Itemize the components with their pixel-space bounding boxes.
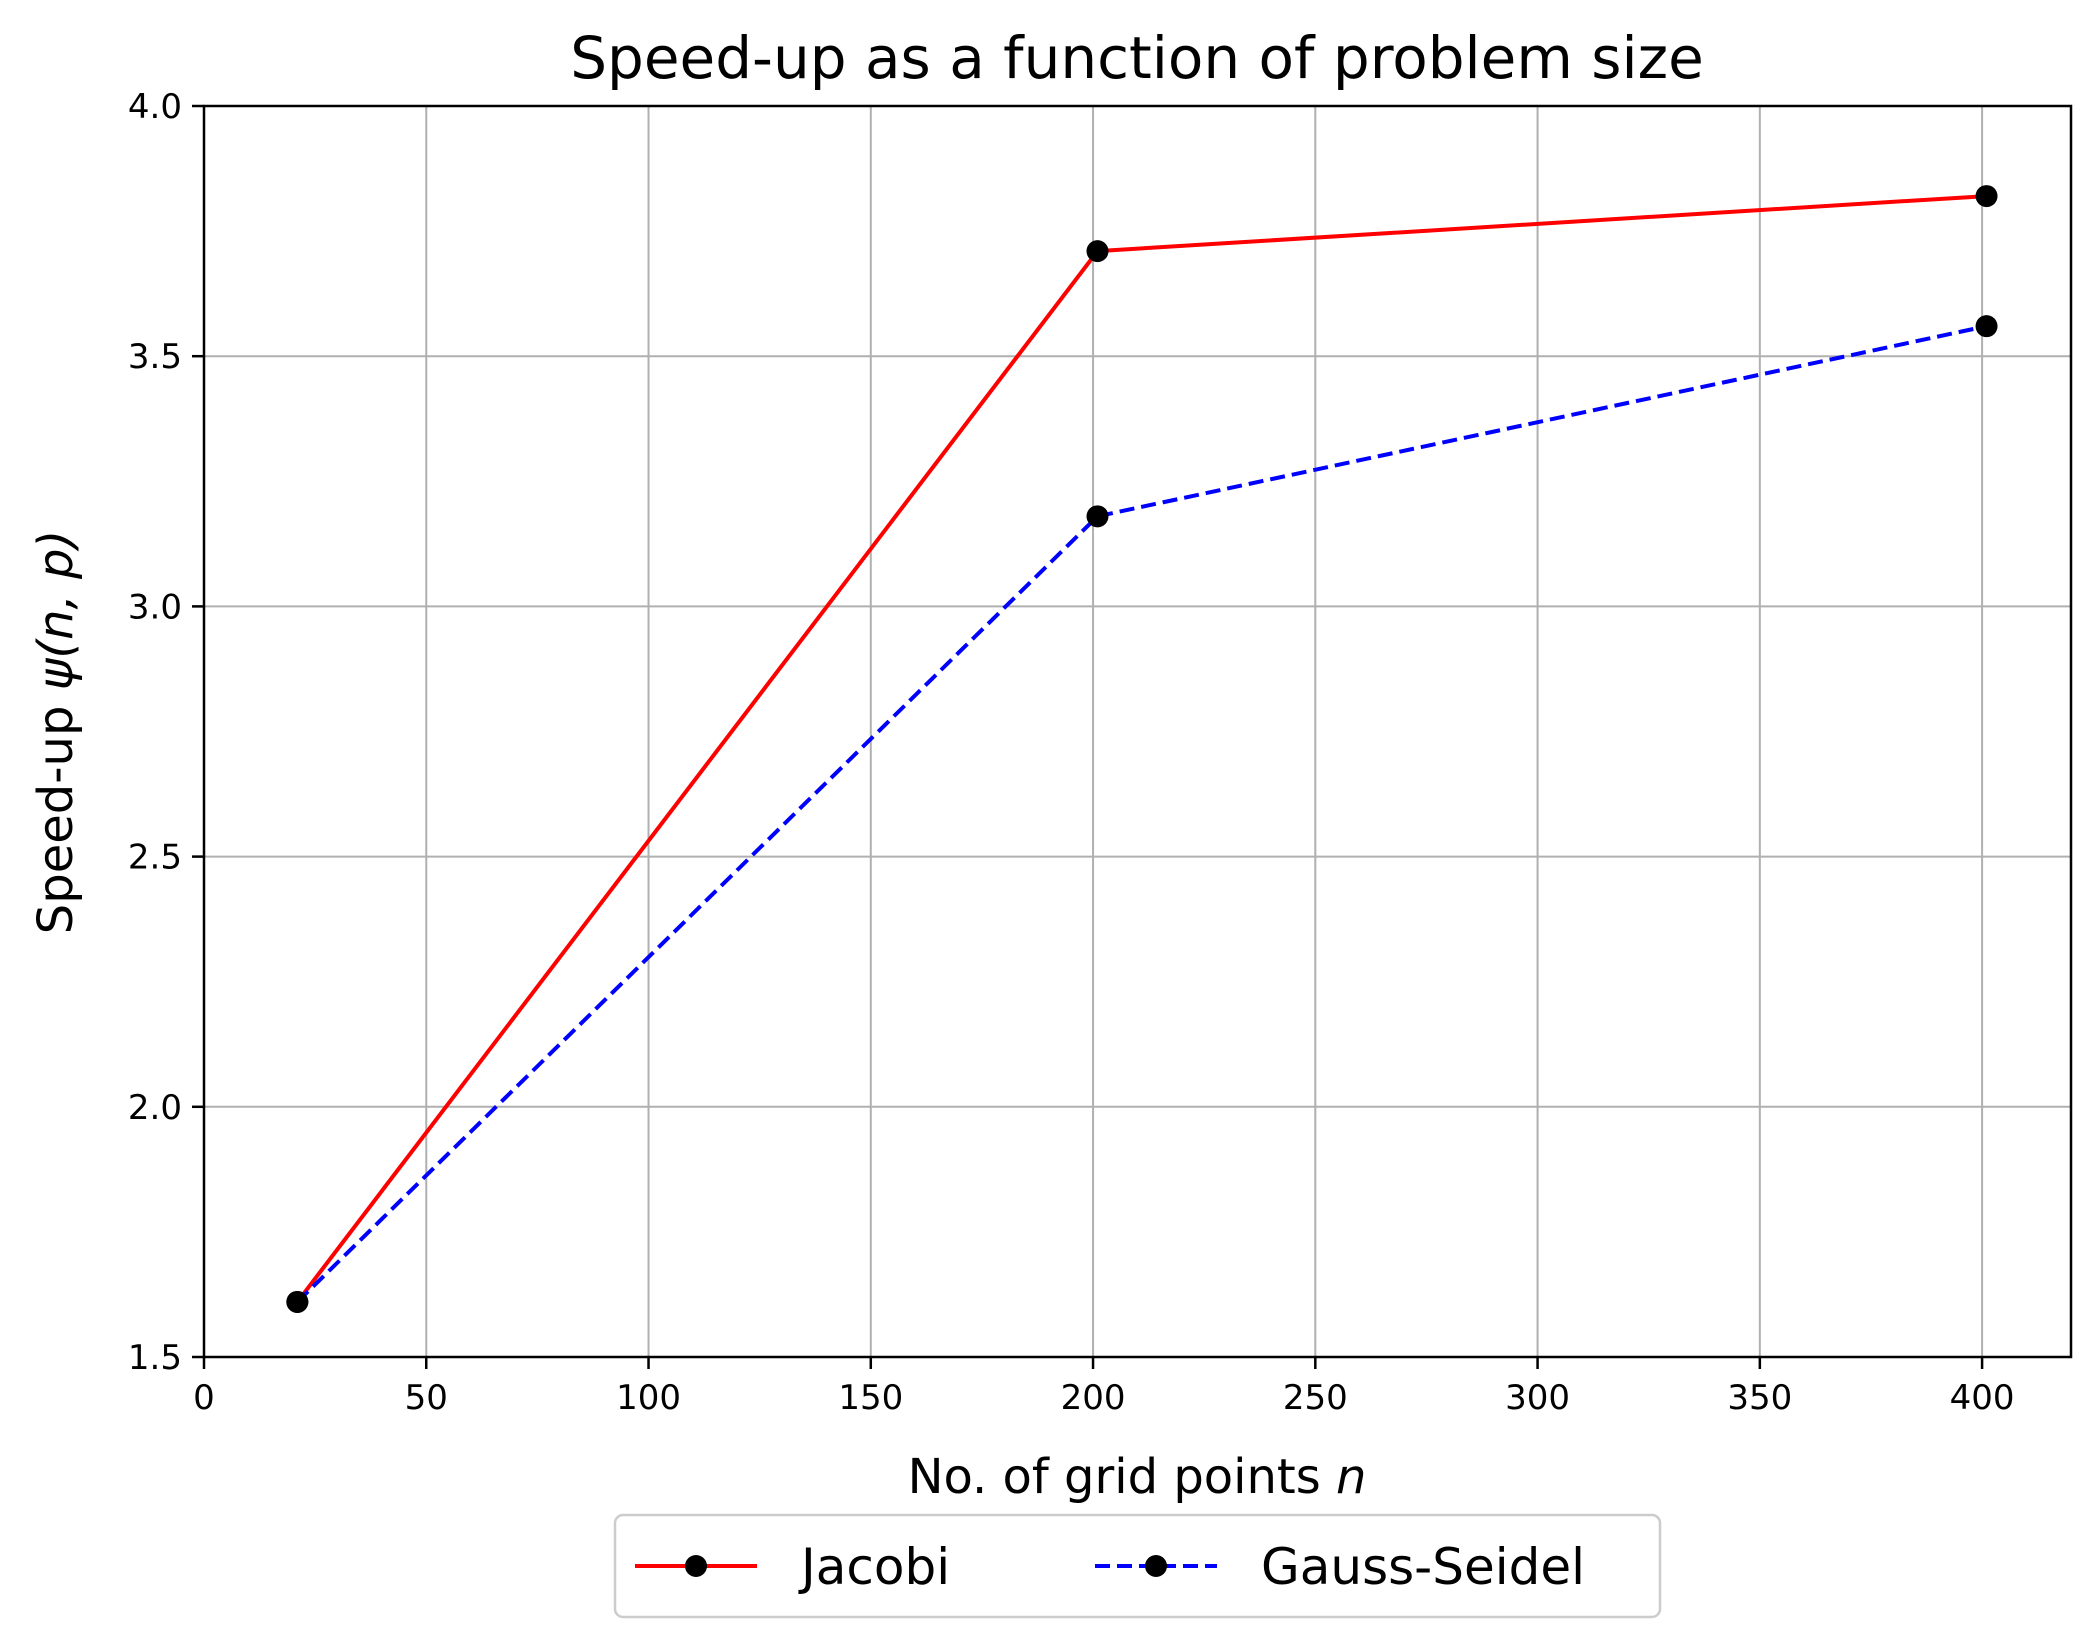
legend: Jacobi Gauss-Seidel <box>613 1513 1662 1619</box>
x-tick-label-3: 150 <box>838 1378 903 1418</box>
y-axis-label: Speed-up ψ(n, p) <box>28 530 84 934</box>
x-tick-label-7: 350 <box>1727 1378 1792 1418</box>
axis-ticks: 0 50 100 150 200 250 300 350 400 1.5 2.0 2.5 3.0 3.5 4… <box>128 87 2015 1418</box>
data-point-jacobi-1 <box>1086 240 1109 263</box>
y-tick-label-4: 3.5 <box>128 337 182 377</box>
y-tick-label-3: 3.0 <box>128 587 182 627</box>
x-axis-label-variable: n <box>1336 1449 1366 1505</box>
legend-items: Jacobi Gauss-Seidel <box>635 1538 1585 1596</box>
x-tick-label-1: 50 <box>405 1378 448 1418</box>
legend-marker-gauss-seidel <box>1145 1555 1167 1577</box>
y-tick-label-5: 4.0 <box>128 87 182 127</box>
x-tick-label-0: 0 <box>193 1378 215 1418</box>
x-axis-label: No. of grid points n <box>908 1449 1367 1505</box>
y-tick-label-1: 2.0 <box>128 1088 182 1128</box>
plot-frame <box>202 104 2073 1359</box>
x-tick-label-5: 250 <box>1283 1378 1348 1418</box>
chart-title: Speed-up as a function of problem size <box>570 24 1704 92</box>
series-layer <box>286 185 1998 1313</box>
data-point-gauss-seidel-0 <box>286 1290 309 1313</box>
y-axis-label-text: Speed-up <box>28 690 84 934</box>
y-tick-label-0: 1.5 <box>128 1338 182 1378</box>
legend-marker-jacobi <box>685 1555 707 1577</box>
legend-box <box>613 1513 1662 1619</box>
data-point-gauss-seidel-1 <box>1086 505 1109 528</box>
legend-label-jacobi: Jacobi <box>798 1538 950 1596</box>
data-point-gauss-seidel-2 <box>1975 315 1998 338</box>
data-point-jacobi-2 <box>1975 185 1998 208</box>
x-tick-label-6: 300 <box>1505 1378 1570 1418</box>
y-axis-label-variable: ψ(n, p) <box>28 530 84 691</box>
x-tick-label-4: 200 <box>1061 1378 1126 1418</box>
x-tick-label-8: 400 <box>1950 1378 2015 1418</box>
x-axis-label-text: No. of grid points <box>908 1449 1336 1505</box>
legend-label-gauss-seidel: Gauss-Seidel <box>1261 1538 1585 1596</box>
x-tick-label-2: 100 <box>616 1378 681 1418</box>
y-tick-label-2: 2.5 <box>128 838 182 878</box>
series-line-gauss-seidel <box>295 324 1987 1304</box>
